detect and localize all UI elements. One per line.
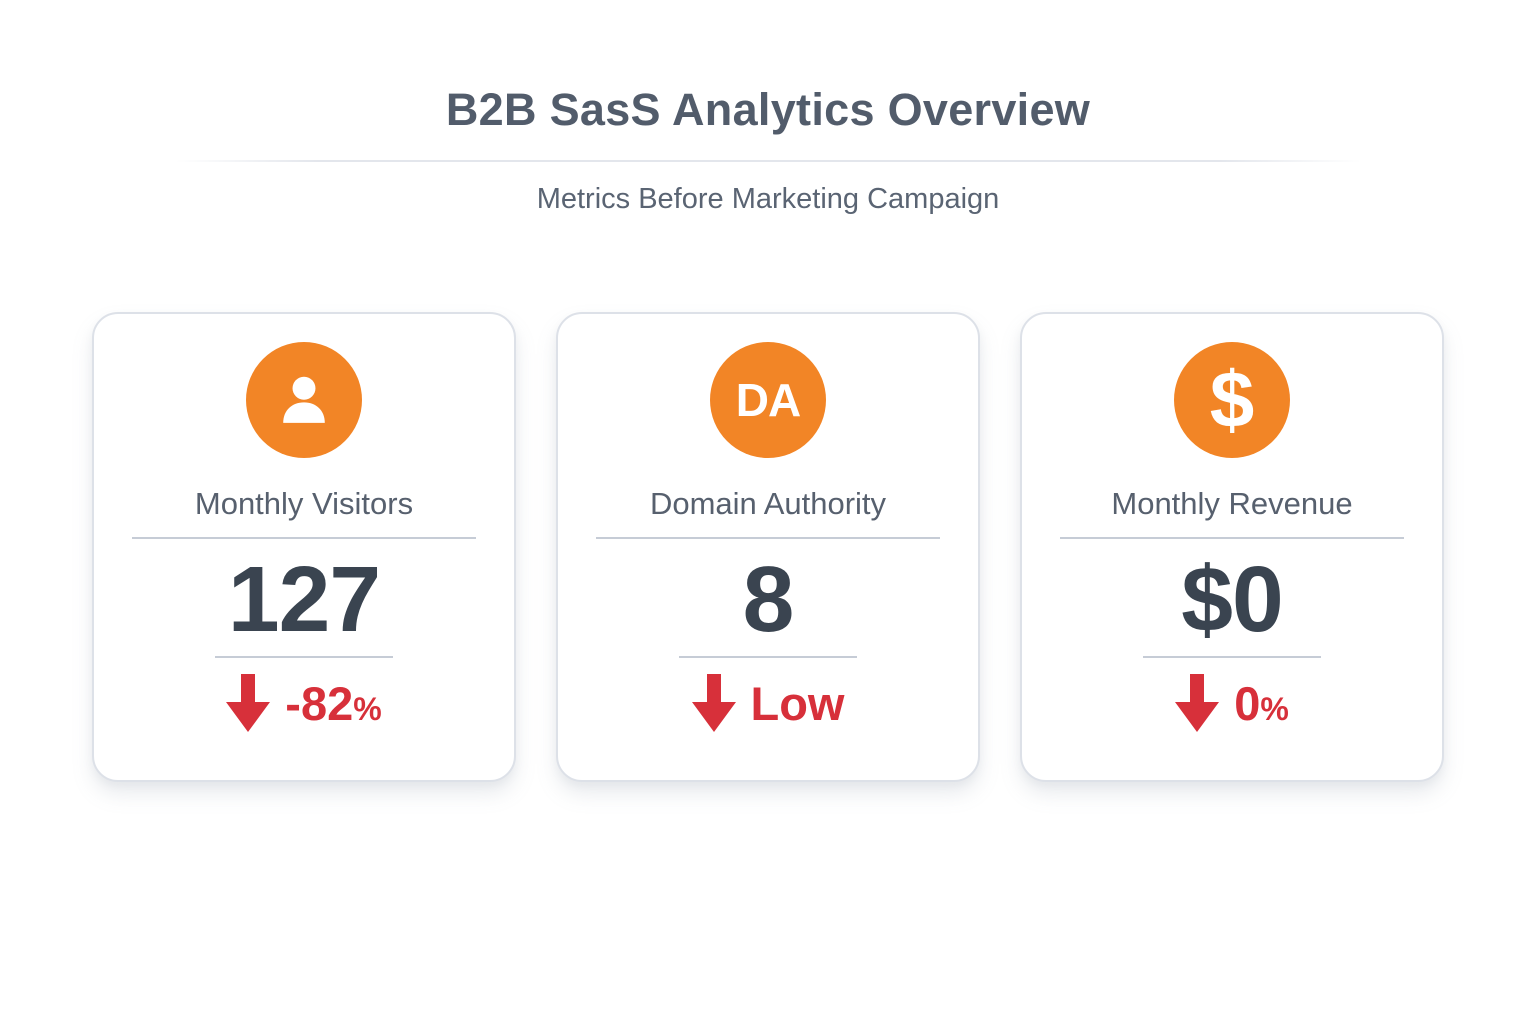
metric-value: 8 (742, 546, 795, 651)
change-suffix: % (1260, 690, 1289, 727)
user-icon (246, 342, 362, 458)
down-arrow-icon (1175, 674, 1220, 733)
page-subtitle: Metrics Before Marketing Campaign (536, 183, 1000, 215)
page-title: B2B SasS Analytics Overview (445, 84, 1091, 135)
change-value: -82% (285, 676, 382, 730)
metric-change: -82% (226, 674, 382, 733)
change-suffix: % (353, 690, 382, 727)
dollar-badge-text: $ (1209, 355, 1255, 444)
label-divider (1060, 536, 1404, 539)
value-divider (215, 656, 393, 659)
down-arrow-icon (226, 674, 271, 733)
metric-value: 127 (227, 546, 381, 651)
metric-card-domain-authority: DA Domain Authority 8 Low (556, 312, 980, 782)
metric-change: 0% (1175, 674, 1289, 733)
metric-change: Low (691, 674, 845, 733)
metric-value: $0 (1181, 546, 1283, 651)
metric-card-monthly-revenue: $ Monthly Revenue $0 0% (1020, 312, 1444, 782)
da-badge-text: DA (735, 374, 801, 426)
page-header: B2B SasS Analytics Overview Metrics Befo… (0, 0, 1536, 216)
down-arrow-icon (691, 674, 736, 733)
metric-label: Monthly Visitors (194, 486, 414, 521)
da-badge-icon: DA (710, 342, 826, 458)
change-value: Low (750, 676, 845, 730)
metric-label: Domain Authority (649, 486, 887, 521)
label-divider (132, 536, 476, 539)
label-divider (596, 536, 940, 539)
metric-label: Monthly Revenue (1111, 486, 1353, 521)
value-divider (1143, 656, 1321, 659)
dollar-icon: $ (1174, 342, 1290, 458)
metric-card-monthly-visitors: Monthly Visitors 127 -82% (92, 312, 516, 782)
metrics-row: Monthly Visitors 127 -82% DA Domain Auth… (92, 312, 1444, 782)
header-divider (175, 160, 1361, 162)
change-value: 0% (1234, 676, 1289, 730)
value-divider (679, 656, 857, 659)
